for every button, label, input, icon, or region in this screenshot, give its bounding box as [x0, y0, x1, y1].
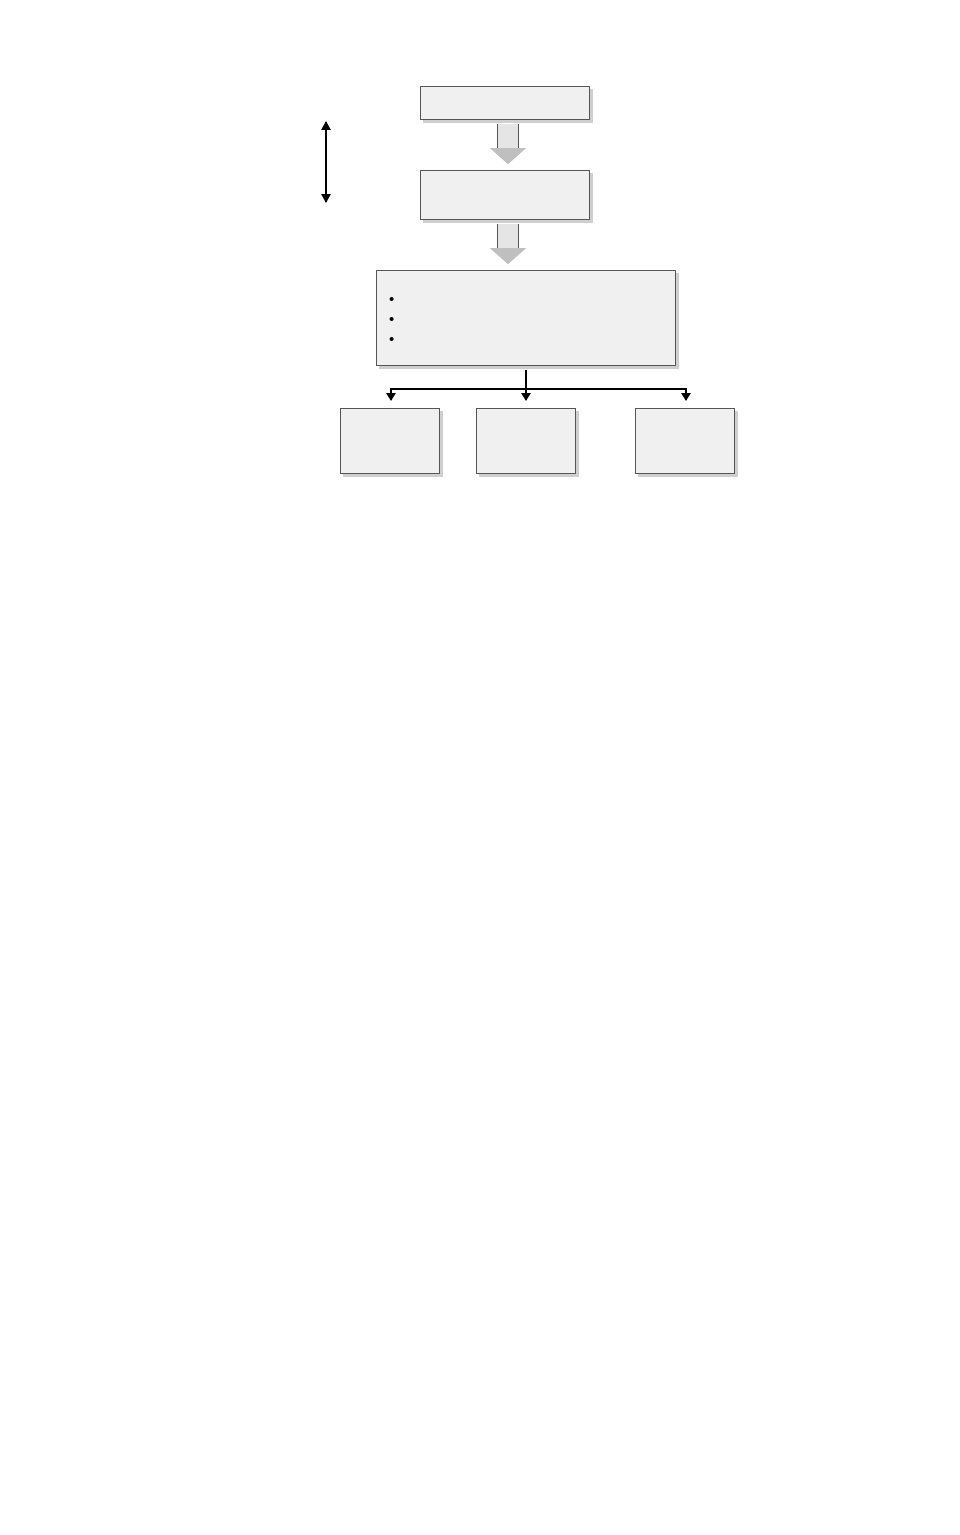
split-leg-right	[685, 388, 687, 400]
bullet-2	[389, 311, 396, 328]
split-leg-left	[390, 388, 392, 400]
bullet-1	[389, 291, 396, 308]
figure-1	[110, 86, 870, 514]
split-line	[390, 388, 686, 390]
box-ordens-montagem	[635, 408, 735, 474]
box-ordens-fabricacao	[476, 408, 576, 474]
pcp-hierarchy-diagram	[210, 86, 770, 506]
down-arrow-icon	[490, 124, 526, 164]
connector-line	[525, 370, 527, 388]
box-plano-mestre	[420, 170, 590, 220]
down-arrow-icon	[490, 224, 526, 264]
time-arrow-icon	[325, 122, 327, 202]
bullet-3	[389, 331, 396, 348]
box-ordens-compras	[340, 408, 440, 474]
box-programacao	[376, 270, 676, 366]
split-leg-mid	[525, 388, 527, 400]
box-plano-producao	[420, 86, 590, 120]
